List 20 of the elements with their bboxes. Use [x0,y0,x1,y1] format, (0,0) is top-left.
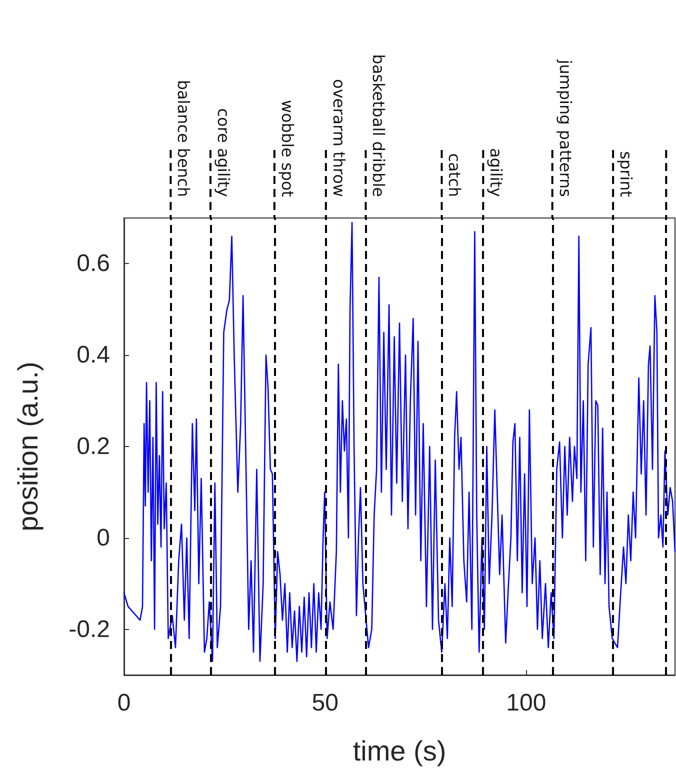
ref-line-label: jumping patterns [556,58,575,197]
ref-line-label: catch [445,153,464,197]
x-tick-label: 100 [506,690,546,716]
y-tick-label: 0.4 [76,342,110,369]
ref-line-label: basketball dribble [369,54,388,197]
y-tick-label: -0.2 [68,616,110,643]
x-tick-label: 50 [312,690,338,716]
ref-line-label: sprint [616,151,636,197]
y-axis-title: position (a.u.) [12,362,44,532]
ref-line-label: wobble spot [278,100,297,197]
ref-line-label: balance bench [174,80,194,197]
ref-line-label: core agility [214,108,233,197]
y-tick-label: 0.6 [76,250,110,278]
ref-line-label: agility [486,148,506,197]
y-tick-label: 0.2 [76,433,110,460]
y-tick-label: 0 [96,524,110,552]
x-axis-title: time (s) [352,736,446,766]
ref-line-label: overarm throw [329,79,348,197]
x-tick-label: 0 [117,690,131,716]
line-series [123,222,676,662]
